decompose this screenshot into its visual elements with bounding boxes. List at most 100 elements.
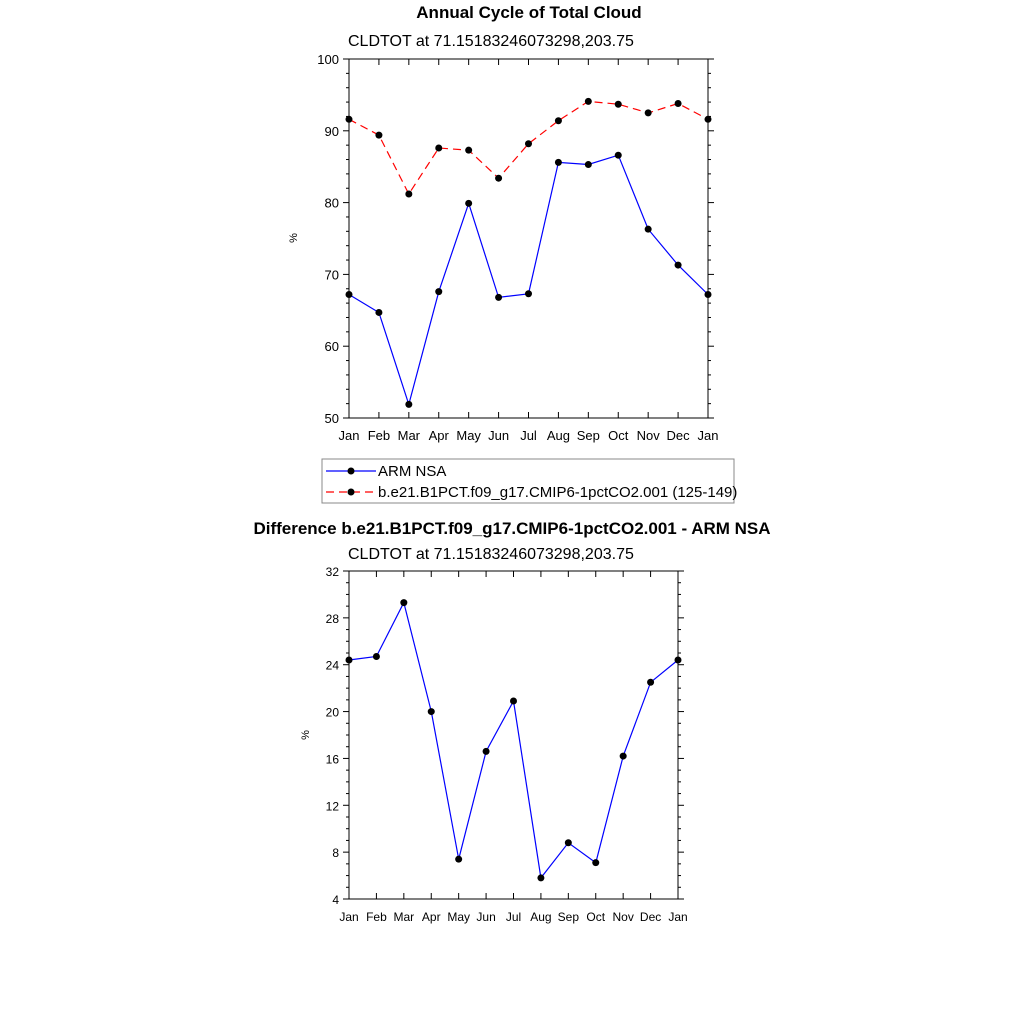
chart2-ytick-label: 4 [332, 893, 339, 907]
chart1-xtick-label: Nov [637, 428, 661, 443]
chart1-series-1-point [465, 146, 473, 154]
chart1-series-1-point [674, 100, 682, 108]
chart2-xtick-label: Dec [640, 910, 661, 924]
chart2-series-0-point [345, 656, 353, 664]
chart2-xtick-label: May [447, 910, 470, 924]
chart2-ytick-label: 20 [326, 706, 340, 720]
chart2-xtick-label: Jul [506, 910, 521, 924]
legend-box [321, 458, 735, 504]
chart1-series-1-point [345, 115, 353, 123]
chart1-xtick-label: Jan [339, 428, 360, 443]
chart1-series-0-point [614, 151, 622, 159]
chart2-frame [348, 570, 679, 900]
chart1-ytick-label: 90 [325, 124, 339, 139]
chart2-ytick-label: 28 [326, 612, 340, 626]
legend-label-model: b.e21.B1PCT.f09_g17.CMIP6-1pctCO2.001 (1… [378, 484, 737, 501]
legend-marker-arm-nsa [347, 467, 355, 475]
chart2-ytick-label: 12 [326, 799, 340, 813]
legend-marker-model [347, 488, 355, 496]
chart1-series-0-point [644, 225, 652, 233]
chart2-series-0-point [455, 855, 463, 863]
chart1-xtick-label: Jul [520, 428, 537, 443]
chart1-ytick-label: 60 [325, 339, 339, 354]
chart2-title: Difference b.e21.B1PCT.f09_g17.CMIP6-1pc… [253, 519, 770, 538]
chart1-ytick-label: 100 [317, 52, 339, 67]
chart1-series-0-point [525, 290, 532, 298]
chart2-axes: Jan Feb Mar Apr May Jun Jul Aug Sep Oct Nov Dec Jan4… [326, 565, 688, 924]
chart1-xtick-label: Apr [429, 428, 450, 443]
chart2-ytick-label: 16 [326, 752, 340, 766]
chart2-series-0-point [674, 656, 682, 664]
chart1-xtick-label: Feb [368, 428, 390, 443]
chart2-xtick-label: Jun [476, 910, 495, 924]
chart1-series-0-point [345, 291, 353, 299]
chart2-ylabel: % [300, 730, 312, 740]
chart1-ytick-label: 70 [325, 267, 339, 282]
chart2-series-0-point [619, 752, 627, 760]
chart2-xtick-label: Oct [586, 910, 605, 924]
chart2-series-0-point [592, 859, 600, 867]
chart1-series-1-point [554, 117, 562, 125]
legend-label-arm-nsa: ARM NSA [378, 463, 446, 480]
chart2-series-0-point [400, 599, 408, 607]
chart2-plot-area [345, 599, 682, 882]
chart2-xtick-label: Jan [339, 910, 358, 924]
chart2-xtick-label: Feb [366, 910, 387, 924]
chart2-series-0-point [537, 874, 545, 882]
chart2-ytick-label: 24 [326, 659, 340, 673]
chart1-series-1-line [348, 100, 709, 196]
chart1-xtick-label: Oct [608, 428, 629, 443]
chart1-title: Annual Cycle of Total Cloud [416, 3, 641, 22]
chart1-ylabel: % [288, 233, 300, 243]
chart1-axes: Jan Feb Mar Apr May Jun Jul Aug Sep Oct Nov Dec Jan5… [317, 52, 718, 443]
chart1-series-1-point [704, 115, 712, 123]
chart1-xtick-label: Dec [667, 428, 691, 443]
chart1-series-1-point [525, 140, 532, 148]
chart1-series-1-point [584, 97, 592, 105]
chart1-series-1-point [405, 190, 413, 198]
chart1-frame [348, 58, 709, 419]
chart2-series-0-line [348, 600, 679, 880]
chart1-series-0-point [584, 161, 592, 169]
chart2-ytick-label: 8 [332, 846, 339, 860]
chart1-series-1-point [644, 109, 652, 117]
chart1-legend: ARM NSA b.e21.B1PCT.f09_g17.CMIP6-1pctCO… [321, 458, 737, 504]
chart1-xtick-label: Jun [488, 428, 509, 443]
chart1-series-1-point [435, 144, 443, 152]
chart1-series-1-point [375, 131, 383, 139]
chart1-xtick-label: Jan [698, 428, 719, 443]
chart2-xtick-label: Apr [422, 910, 441, 924]
chart2-xtick-label: Aug [530, 910, 551, 924]
chart1-xtick-label: Aug [547, 428, 570, 443]
chart1-series-0-point [704, 291, 712, 299]
chart1-series-0-point [405, 400, 413, 408]
chart2-ytick-label: 32 [326, 565, 340, 579]
chart1-xtick-label: May [456, 428, 481, 443]
chart2-series-0-point [510, 697, 517, 705]
chart2-series-0-point [564, 839, 572, 847]
chart2-xtick-label: Mar [393, 910, 414, 924]
chart2-series-0-point [482, 747, 490, 755]
chart1-plot-area [345, 97, 712, 408]
chart1-series-0-point [375, 308, 383, 316]
chart1-series-0-point [674, 261, 682, 269]
chart1-series-1-point [614, 100, 622, 108]
chart1-series-0-point [465, 199, 473, 207]
chart1-series-0-point [435, 288, 443, 296]
chart1-subtitle: CLDTOT at 71.15183246073298,203.75 [348, 33, 634, 50]
chart2-xtick-label: Jan [668, 910, 687, 924]
chart1-series-0-line [348, 154, 709, 407]
chart2-subtitle: CLDTOT at 71.15183246073298,203.75 [348, 546, 634, 563]
chart2-series-0-point [372, 653, 380, 661]
chart1-series-0-point [495, 293, 503, 301]
chart2-series-0-point [647, 678, 655, 686]
chart1-ytick-label: 50 [325, 411, 339, 426]
chart1-xtick-label: Sep [577, 428, 600, 443]
chart2-series-0-point [427, 708, 435, 716]
chart1-xtick-label: Mar [398, 428, 421, 443]
chart1-series-0-point [554, 158, 562, 166]
chart1-series-1-point [495, 174, 503, 182]
chart2-xtick-label: Sep [558, 910, 580, 924]
chart2-xtick-label: Nov [612, 910, 633, 924]
